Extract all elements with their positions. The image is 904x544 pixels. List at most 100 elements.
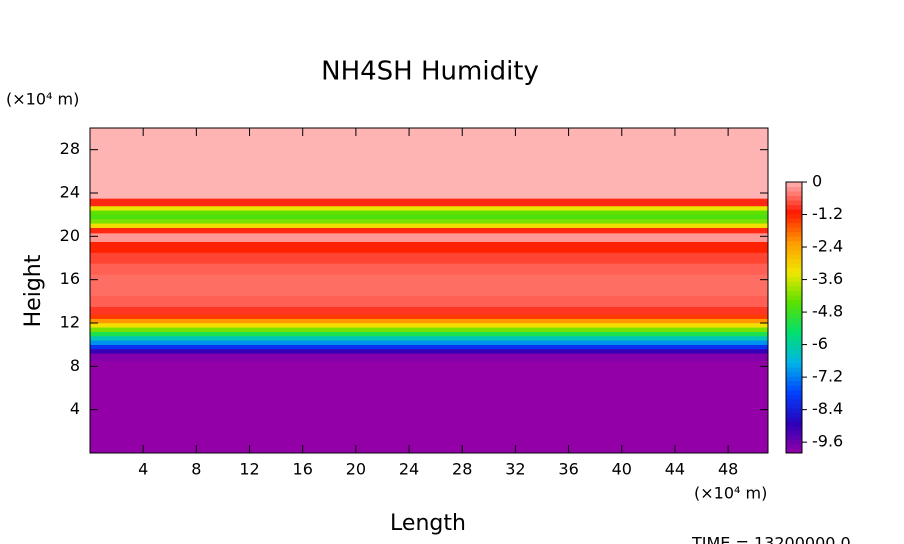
colorbar-swatch — [786, 263, 802, 269]
contour-band — [89, 160, 769, 183]
y-tick-label: 28 — [60, 139, 80, 158]
x-unit: (×10⁴ m) — [694, 484, 767, 503]
colorbar-swatch — [786, 186, 802, 192]
contour-band — [89, 181, 769, 199]
colorbar-swatch — [786, 344, 802, 350]
contour-band — [89, 322, 769, 328]
x-tick-label: 36 — [558, 460, 578, 479]
contour-band — [89, 327, 769, 332]
colorbar-swatch — [786, 303, 802, 309]
colorbar-tick-label: -9.6 — [812, 432, 843, 451]
colorbar-swatch — [786, 290, 802, 296]
x-tick-label: 4 — [138, 460, 148, 479]
contour-band — [89, 227, 769, 234]
colorbar-swatch — [786, 389, 802, 395]
y-axis-label: Height — [21, 254, 46, 327]
colorbar-swatch — [786, 240, 802, 246]
colorbar-swatch — [786, 213, 802, 219]
colorbar-tick-label: -7.2 — [812, 367, 843, 386]
colorbar-swatch — [786, 267, 802, 273]
contour-band — [89, 318, 769, 324]
colorbar-swatch — [786, 258, 802, 264]
colorbar-swatch — [786, 285, 802, 291]
colorbar-swatch — [786, 340, 802, 346]
colorbar-swatch — [786, 308, 802, 314]
y-tick-label: 4 — [70, 399, 80, 418]
colorbar-swatch — [786, 358, 802, 364]
contour-band — [89, 284, 769, 297]
colorbar-swatch — [786, 254, 802, 260]
colorbar-tick-label: 0 — [812, 172, 822, 191]
colorbar-tick-label: -6 — [812, 334, 828, 353]
contour-band — [89, 232, 769, 242]
colorbar-swatch — [786, 195, 802, 201]
colorbar-tick-label: -3.6 — [812, 269, 843, 288]
x-tick-label: 24 — [399, 460, 419, 479]
colorbar-swatch — [786, 245, 802, 251]
colorbar-swatch — [786, 200, 802, 206]
colorbar-swatch — [786, 403, 802, 409]
plot-frame — [89, 127, 769, 454]
colorbar-swatch — [786, 439, 802, 445]
colorbar-swatch — [786, 272, 802, 278]
colorbar-swatch — [786, 231, 802, 237]
y-tick-label: 16 — [60, 269, 80, 288]
x-tick-label: 44 — [665, 460, 685, 479]
colorbar-tick-label: -1.2 — [812, 204, 843, 223]
colorbar-swatch — [786, 326, 802, 332]
contour-band — [89, 218, 769, 224]
colorbar-tick-label: -4.8 — [812, 302, 843, 321]
contour-band — [89, 360, 769, 389]
contour-band — [89, 344, 769, 350]
contour-band — [89, 127, 769, 140]
colorbar-swatch — [786, 416, 802, 422]
colorbar-swatch — [786, 218, 802, 224]
colorbar-swatch — [786, 331, 802, 337]
contour-band — [89, 241, 769, 253]
x-tick-label: 28 — [452, 460, 472, 479]
colorbar-swatch — [786, 353, 802, 359]
colorbar-swatch — [786, 443, 802, 449]
colorbar-swatch — [786, 362, 802, 368]
x-tick-label: 20 — [346, 460, 366, 479]
colorbar-swatch — [786, 407, 802, 413]
x-tick-label: 12 — [239, 460, 259, 479]
colorbar-swatch — [786, 209, 802, 215]
contour-band — [89, 223, 769, 228]
colorbar-swatch — [786, 322, 802, 328]
colorbar-swatch — [786, 385, 802, 391]
colorbar-swatch — [786, 249, 802, 255]
colorbar-swatch — [786, 412, 802, 418]
y-unit: (×10⁴ m) — [6, 90, 79, 109]
contour-band — [89, 274, 769, 286]
colorbar-swatch — [786, 367, 802, 373]
colorbar-swatch — [786, 335, 802, 341]
contour-band — [89, 348, 769, 354]
contour-band — [89, 214, 769, 220]
colorbar-swatch — [786, 371, 802, 377]
colorbar-tick-label: -8.4 — [812, 399, 843, 418]
colorbar-swatch — [786, 191, 802, 197]
colorbar-swatch — [786, 222, 802, 228]
contour-band — [89, 205, 769, 211]
contour-band — [89, 306, 769, 315]
colorbar-swatch — [786, 299, 802, 305]
colorbar-swatch — [786, 394, 802, 400]
colorbar-frame — [785, 181, 803, 454]
contour-band — [89, 138, 769, 161]
colorbar-swatch — [786, 312, 802, 318]
colorbar-swatch — [786, 317, 802, 323]
contour-band — [89, 314, 769, 319]
x-tick-label: 16 — [293, 460, 313, 479]
y-tick-label: 24 — [60, 183, 80, 202]
colorbar-swatch — [786, 425, 802, 431]
colorbar-swatch — [786, 430, 802, 436]
contour-band — [89, 431, 769, 454]
x-tick-label: 48 — [718, 460, 738, 479]
y-tick-label: 12 — [60, 313, 80, 332]
contour-band — [89, 335, 769, 341]
contour-band — [89, 263, 769, 275]
contour-band — [89, 252, 769, 264]
colorbar-swatch — [786, 236, 802, 242]
contour-band — [89, 387, 769, 432]
